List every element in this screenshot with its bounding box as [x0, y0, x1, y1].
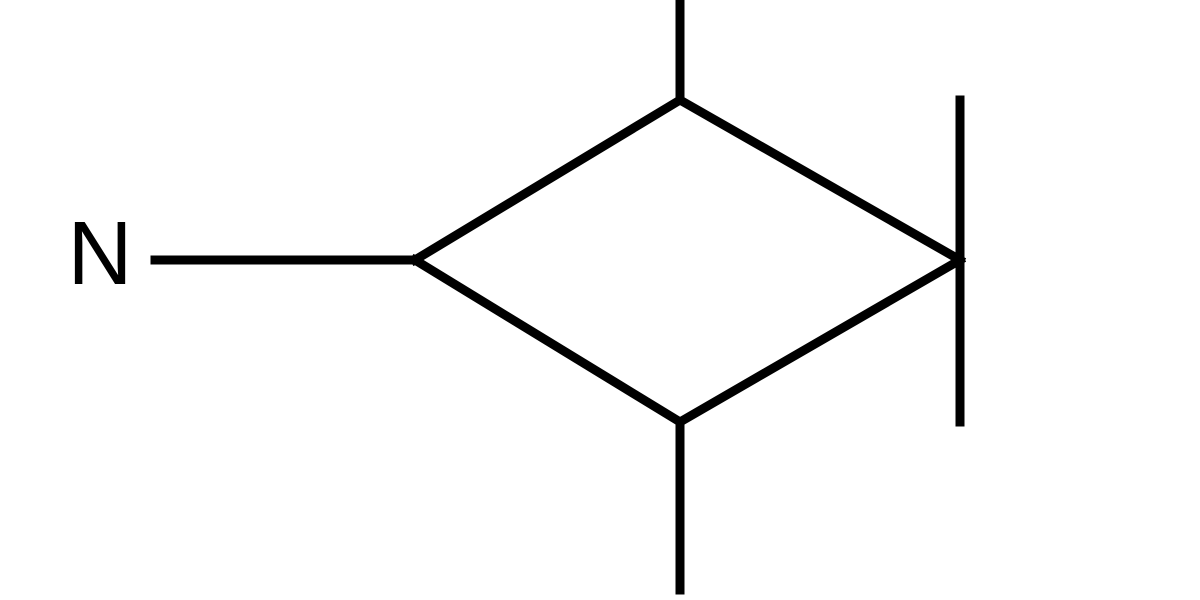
bond — [680, 260, 960, 422]
bond — [415, 100, 680, 260]
bond — [680, 100, 960, 260]
atom-label-n: N — [68, 204, 133, 304]
bond — [415, 260, 680, 422]
chemical-structure: N — [0, 0, 1200, 600]
